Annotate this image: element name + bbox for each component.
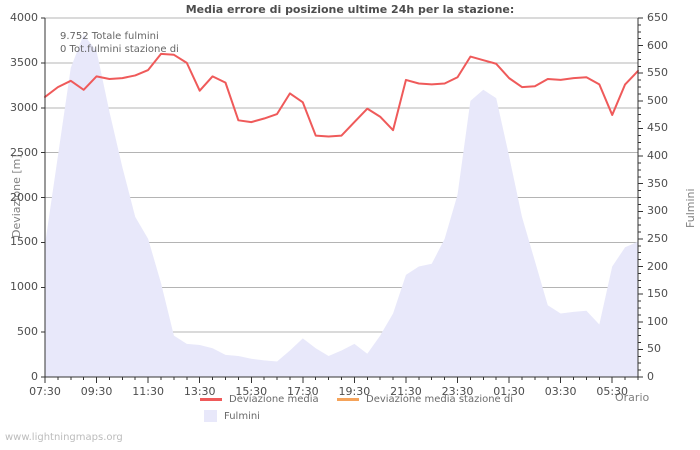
- y-axis-left-tick-label: 1000: [10, 280, 38, 294]
- annotation-total-strokes: 9.752 Totale fulmini: [60, 31, 159, 42]
- legend-label-deviazione-media-stazione: Deviazione media stazione di: [366, 394, 514, 405]
- y-axis-left-tick-label: 1500: [10, 235, 38, 249]
- y-axis-left-tick-label: 4000: [10, 11, 38, 24]
- chart-title: Media errore di posizione ultime 24h per…: [185, 3, 515, 16]
- y-axis-right-tick-label: 400: [647, 149, 668, 163]
- y-axis-right-tick-label: 250: [647, 231, 668, 245]
- y-axis-right-tick-label: 200: [647, 259, 668, 273]
- legend-item-deviazione-media-stazione[interactable]: Deviazione media stazione di: [337, 394, 513, 405]
- y-axis-right-tick-label: 500: [647, 93, 668, 107]
- legend-item-fulmini[interactable]: Fulmini: [204, 410, 260, 422]
- y-axis-right-tick-label: 350: [647, 176, 668, 190]
- y-axis-left-tick-label: 3500: [10, 55, 38, 69]
- y-axis-right-tick-label: 100: [647, 314, 668, 328]
- y-axis-right-tick-label: 300: [647, 204, 668, 218]
- legend-item-deviazione-media[interactable]: Deviazione media: [200, 394, 319, 405]
- watermark-link: www.lightningmaps.org: [5, 432, 123, 443]
- x-axis-tick-label: 23:30: [441, 385, 474, 398]
- legend-label-deviazione-media: Deviazione media: [229, 394, 319, 405]
- y-axis-right-tick-label: 550: [647, 66, 668, 80]
- legend-label-fulmini: Fulmini: [224, 410, 260, 422]
- x-axis-tick-label: 07:30: [29, 385, 61, 398]
- y-axis-right-tick-label: 450: [647, 121, 668, 135]
- x-axis-tick-label: 17:30: [286, 385, 319, 398]
- x-axis-tick-label: 13:30: [183, 385, 216, 398]
- x-axis-tick-label: 19:30: [338, 385, 371, 398]
- y-axis-left-tick-label: 2500: [10, 145, 38, 159]
- deviazione-media-line-series: [44, 52, 639, 138]
- annotation-station-strokes: 0 Tot.fulmini stazione di: [60, 44, 179, 55]
- legend-swatch-orange-line: [337, 398, 359, 401]
- y-axis-left-tick-label: 500: [17, 325, 38, 339]
- fulmini-area-series: [45, 34, 638, 378]
- y-axis-left-tick-label: 2000: [10, 190, 38, 204]
- legend-swatch-red-line: [200, 398, 222, 401]
- y-axis-right-tick-label: 600: [647, 38, 668, 52]
- y-axis-right-tick-label: 650: [647, 11, 668, 24]
- x-axis-tick-label: 03:30: [544, 385, 577, 398]
- axis-lines: [44, 18, 639, 378]
- y-axis-right-tick-label: 150: [647, 287, 668, 301]
- x-axis-tick-label: 05:30: [596, 385, 629, 398]
- x-axis-label: Orario: [615, 391, 650, 404]
- y-axis-right-label: Fulmini: [684, 188, 697, 228]
- x-axis-tick-label: 11:30: [132, 385, 164, 398]
- y-axis-right-tick-label: 0: [647, 370, 654, 383]
- legend-swatch-fulmini-area: [204, 410, 217, 422]
- y-axis-left-tick-label: 0: [31, 370, 38, 383]
- x-axis-tick-label: 21:30: [390, 385, 422, 398]
- x-axis-tick-label: 01:30: [493, 385, 525, 398]
- x-axis-tick-label: 15:30: [235, 385, 268, 398]
- y-axis-right-tick-label: 50: [647, 342, 661, 356]
- x-axis-tick-label: 09:30: [80, 385, 113, 398]
- y-axis-left-tick-label: 3000: [10, 100, 38, 114]
